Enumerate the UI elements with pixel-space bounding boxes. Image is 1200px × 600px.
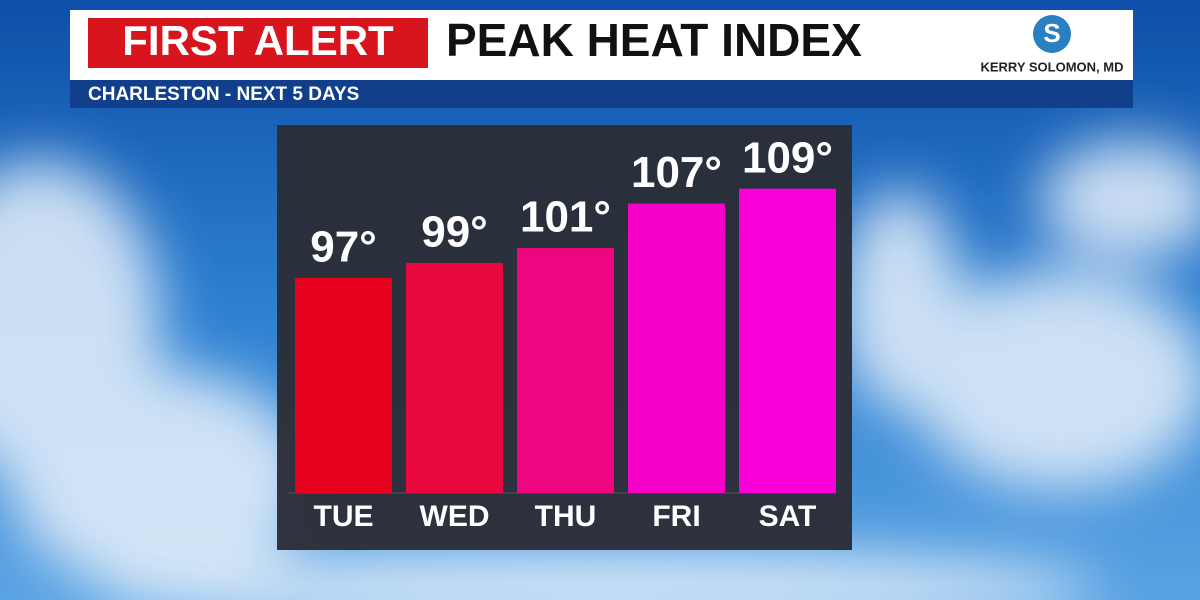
value-label: 107° (631, 148, 722, 197)
value-label: 109° (742, 133, 833, 182)
bar (517, 248, 614, 493)
bar (406, 262, 503, 493)
x-tick-label: THU (535, 500, 597, 533)
bar (628, 203, 725, 494)
badge-box (88, 18, 428, 68)
chart-title: PEAK HEAT INDEX (446, 14, 862, 66)
logo (1033, 15, 1071, 53)
x-tick-label: TUE (314, 500, 374, 533)
x-tick-label: WED (420, 500, 490, 533)
logo-mark: S (1043, 18, 1060, 48)
bar (739, 188, 836, 493)
x-tick-label: SAT (759, 500, 817, 533)
value-label: 101° (520, 193, 611, 242)
value-label: 99° (421, 208, 488, 257)
badge: FIRST ALERT (122, 17, 394, 64)
clouds (0, 140, 1200, 600)
subtitle: CHARLESTON - NEXT 5 DAYS (88, 84, 359, 105)
bar (295, 277, 392, 493)
value-label: 97° (310, 222, 377, 271)
plot: 97° TUE 99° WED 101° THU 107° FRI 109° SAT (288, 133, 836, 533)
credit: KERRY SOLOMON, MD (980, 59, 1123, 74)
subtitle-bar (70, 80, 1133, 108)
x-tick-label: FRI (652, 500, 700, 533)
